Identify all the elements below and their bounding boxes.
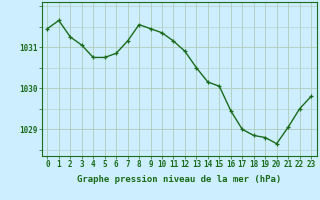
X-axis label: Graphe pression niveau de la mer (hPa): Graphe pression niveau de la mer (hPa) xyxy=(77,175,281,184)
